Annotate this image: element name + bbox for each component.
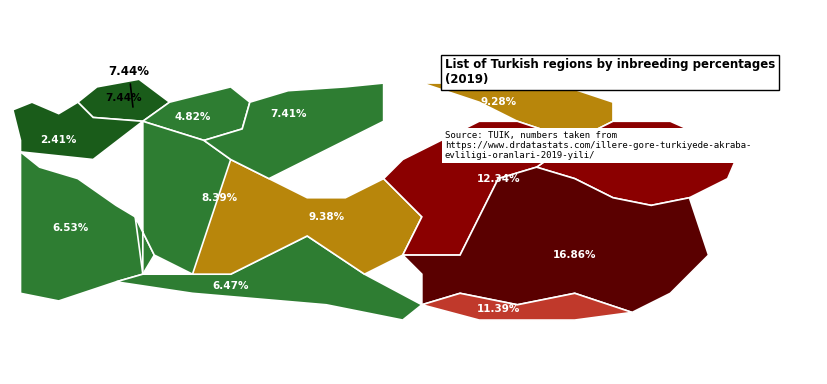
Text: 6.47%: 6.47% (213, 281, 249, 291)
Text: 7.44%: 7.44% (108, 65, 149, 107)
Polygon shape (135, 121, 307, 274)
Polygon shape (421, 293, 631, 320)
Text: 16.86%: 16.86% (552, 250, 595, 260)
Text: 8.39%: 8.39% (201, 193, 237, 203)
Text: Source: TUIK, numbers taken from
https://www.drdatastats.com/illere-gore-turkiye: Source: TUIK, numbers taken from https:/… (444, 131, 750, 161)
Polygon shape (536, 121, 739, 205)
Polygon shape (13, 102, 142, 159)
Text: 7.41%: 7.41% (270, 109, 306, 119)
Text: 2.41%: 2.41% (41, 136, 77, 146)
Polygon shape (383, 121, 574, 255)
Polygon shape (21, 152, 154, 301)
Text: 10.35%: 10.35% (629, 151, 672, 161)
Polygon shape (203, 83, 383, 179)
Text: 9.38%: 9.38% (308, 212, 344, 222)
Text: 12.34%: 12.34% (476, 174, 519, 184)
Polygon shape (78, 79, 170, 121)
Text: 6.53%: 6.53% (52, 223, 88, 233)
Text: 9.28%: 9.28% (480, 97, 516, 107)
Polygon shape (116, 236, 421, 320)
Text: List of Turkish regions by inbreeding percentages
(2019): List of Turkish regions by inbreeding pe… (444, 58, 774, 86)
Text: 4.82%: 4.82% (174, 113, 210, 122)
Polygon shape (193, 159, 421, 274)
Polygon shape (383, 83, 612, 141)
Polygon shape (402, 167, 708, 313)
Text: 7.44%: 7.44% (105, 93, 142, 103)
Polygon shape (142, 87, 250, 141)
Text: 11.39%: 11.39% (476, 304, 519, 314)
